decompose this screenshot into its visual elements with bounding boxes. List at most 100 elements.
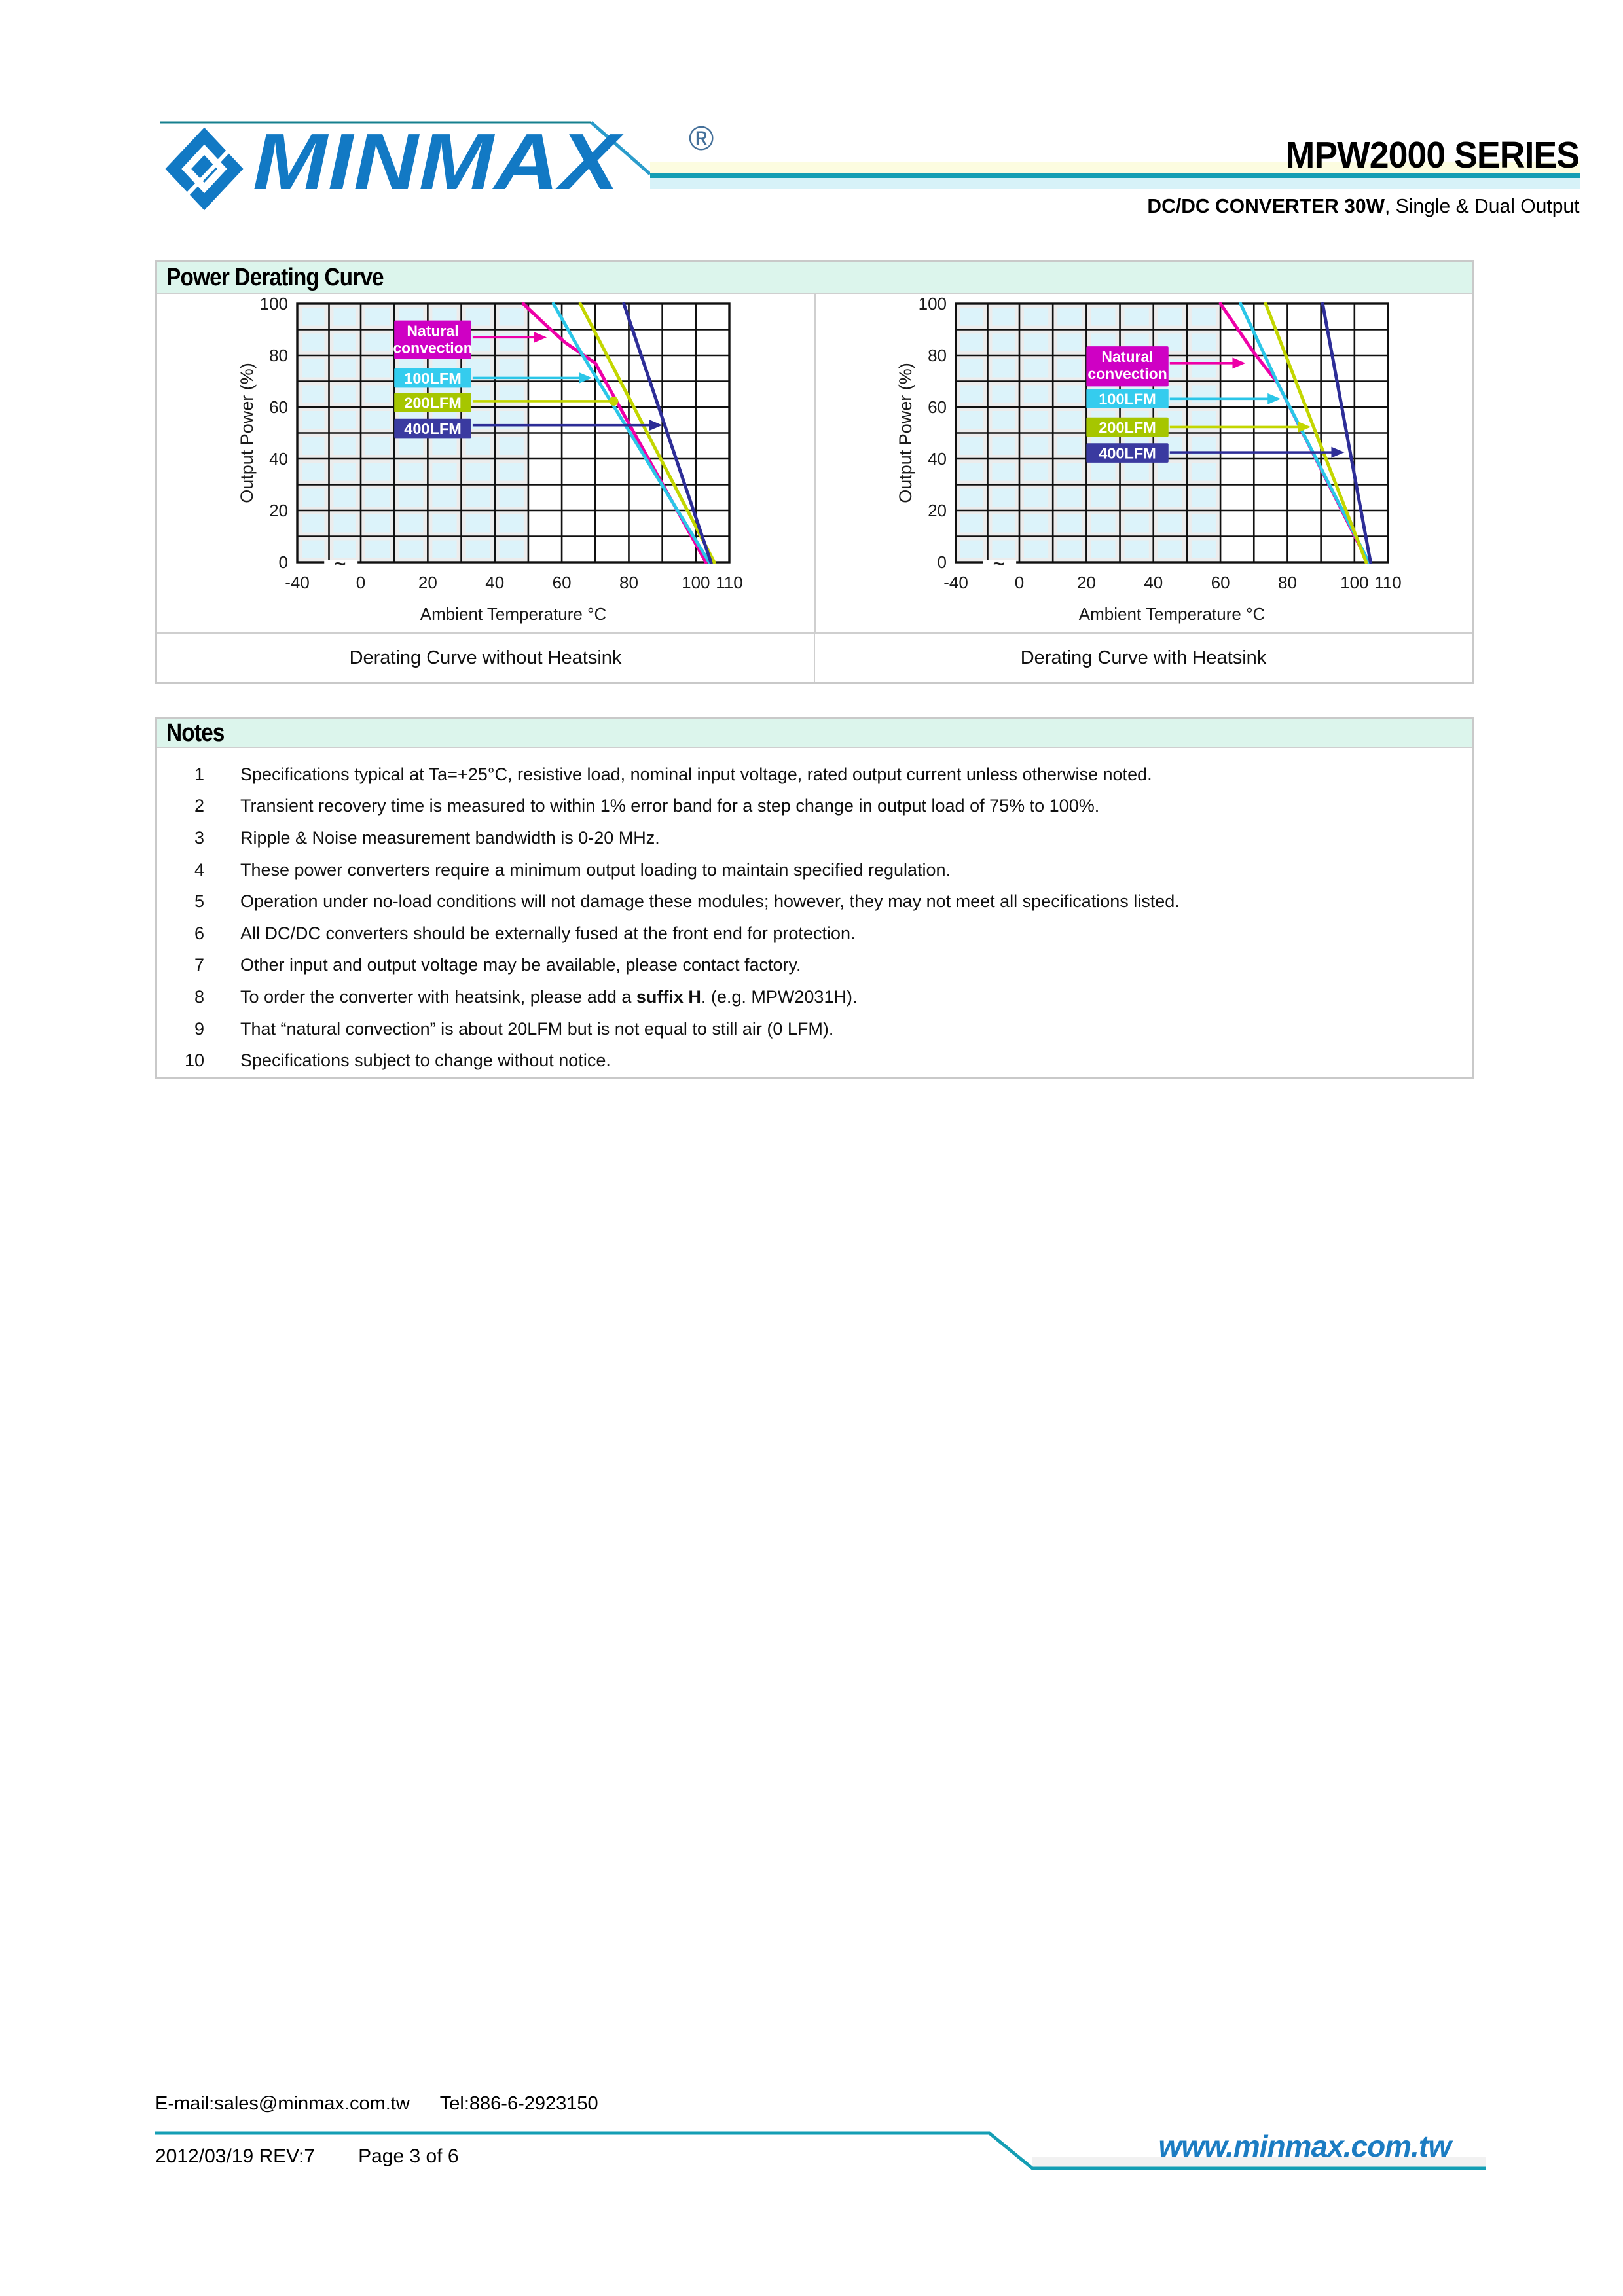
note-text: Operation under no-load conditions will …	[240, 891, 1180, 912]
registered-trademark-icon: ®	[689, 120, 714, 158]
svg-text:100LFM: 100LFM	[1099, 391, 1156, 408]
notes-section-title: Notes	[166, 719, 225, 747]
svg-text:80: 80	[619, 573, 638, 592]
svg-text:-40: -40	[943, 573, 968, 592]
note-number: 10	[184, 1050, 204, 1071]
series-line-200lfm	[578, 302, 716, 564]
series-line-200lfm	[1264, 302, 1368, 564]
note-text: Specifications subject to change without…	[240, 1050, 611, 1071]
svg-text:110: 110	[1374, 573, 1401, 592]
chart-captions-row: Derating Curve without Heatsink Derating…	[157, 632, 1472, 682]
svg-text:0: 0	[938, 552, 947, 572]
note-item: 6 All DC/DC converters should be external…	[157, 918, 1456, 950]
series-line-400lfm	[1321, 302, 1372, 564]
notes-section: Notes 1 Specifications typical at Ta=+25°…	[155, 717, 1474, 1079]
note-text: These power converters require a minimum…	[240, 859, 951, 880]
x-axis-label: Ambient Temperature °C	[420, 604, 607, 624]
legend-arrow-icon	[1331, 446, 1345, 458]
derating-section-title-bar: Power Derating Curve	[157, 262, 1472, 294]
legend-arrow-icon	[534, 331, 547, 343]
header-rule-decoration	[160, 121, 1580, 189]
svg-text:20: 20	[928, 501, 947, 520]
svg-text:0: 0	[356, 573, 365, 592]
footer-rule-decoration	[155, 2131, 1486, 2170]
svg-text:110: 110	[716, 573, 742, 592]
note-text: Other input and output voltage may be av…	[240, 955, 801, 975]
y-axis-label: Output Power (%)	[896, 363, 915, 503]
legend-arrow-icon	[649, 420, 663, 431]
note-item: 10 Specifications subject to change witho…	[157, 1045, 1456, 1077]
subtitle-bold: DC/DC CONVERTER 30W	[1146, 194, 1385, 217]
svg-text:40: 40	[269, 449, 288, 469]
svg-text:-40: -40	[285, 573, 310, 592]
note-item: 7 Other input and output voltage may be a…	[157, 950, 1456, 982]
legend-arrow-icon	[579, 372, 593, 384]
notes-section-title-bar: Notes	[157, 719, 1472, 748]
legend-natural-convection: Natural convection	[393, 320, 547, 359]
subtitle-rest: , Single & Dual Output	[1384, 194, 1579, 217]
note-text: To order the converter with heatsink, pl…	[240, 986, 858, 1007]
footer-email: E-mail:sales@minmax.com.tw	[155, 2093, 410, 2114]
footer-website: www.minmax.com.tw	[1158, 2129, 1451, 2163]
svg-text:400LFM: 400LFM	[404, 420, 462, 437]
x-axis-label: Ambient Temperature °C	[1079, 604, 1266, 624]
svg-text:20: 20	[418, 573, 437, 592]
svg-text:80: 80	[1278, 573, 1297, 592]
svg-text:60: 60	[553, 573, 572, 592]
svg-text:20: 20	[269, 501, 288, 520]
derating-section-title: Power Derating Curve	[166, 263, 384, 291]
chart-panel-with-heatsink: ~ -40 0 20 40 60 80 100 110 0 20 40 60 80 100 Ambient T…	[814, 294, 1473, 632]
svg-text:40: 40	[928, 449, 947, 469]
y-axis-label: Output Power (%)	[237, 363, 257, 503]
note-item: 1 Specifications typical at Ta=+25°C, res…	[157, 759, 1456, 791]
page-subtitle: DC/DC CONVERTER 30W, Single & Dual Outpu…	[1147, 194, 1579, 218]
svg-text:0: 0	[1015, 573, 1024, 592]
note-number: 4	[194, 859, 204, 880]
svg-text:400LFM: 400LFM	[1099, 445, 1156, 462]
note-text: Specifications typical at Ta=+25°C, resi…	[240, 764, 1152, 784]
svg-text:100LFM: 100LFM	[404, 370, 462, 387]
svg-text:100: 100	[260, 294, 288, 314]
note-number: 8	[194, 986, 204, 1007]
chart-caption-without-heatsink: Derating Curve without Heatsink	[349, 647, 622, 668]
note-item: 3 Ripple & Noise measurement bandwidth is…	[157, 822, 1456, 854]
legend-arrow-icon	[1232, 357, 1246, 369]
note-number: 3	[194, 827, 204, 848]
legend-100lfm: 100LFM	[1086, 389, 1281, 408]
chart-panel-without-heatsink: ~ -40 0 20 40 60 80 100 110 0 20 40 60 80 100 Ambient T…	[157, 294, 814, 632]
header-diagonal-rule	[590, 121, 651, 175]
legend-arrow-icon	[1298, 421, 1311, 433]
footer-tel: Tel:886-6-2923150	[439, 2093, 598, 2114]
svg-text:~: ~	[993, 553, 1005, 575]
svg-text:20: 20	[1077, 573, 1096, 592]
derating-section: Power Derating Curve ~ -40 0 20 40 60 80 100 110…	[155, 260, 1474, 684]
note-number: 2	[194, 796, 204, 816]
svg-text:80: 80	[269, 346, 288, 365]
series-line-natural-convection	[521, 302, 708, 564]
legend-100lfm: 100LFM	[394, 368, 593, 388]
svg-text:60: 60	[1211, 573, 1230, 592]
derating-charts-row: ~ -40 0 20 40 60 80 100 110 0 20 40 60 80 100 Ambient T…	[157, 294, 1472, 632]
header-yellow-band	[650, 162, 1580, 173]
page-title: MPW2000 SERIES	[1285, 134, 1580, 176]
note-text: Ripple & Noise measurement bandwidth is …	[240, 827, 660, 848]
note-number: 6	[194, 923, 204, 943]
footer-contact: E-mail:sales@minmax.com.tw Tel:886-6-2923…	[155, 2093, 598, 2115]
note-item: 5 Operation under no-load conditions will…	[157, 886, 1456, 918]
note-item: 9 That “natural convection” is about 20LF…	[157, 1013, 1456, 1045]
footer-accent-rule	[155, 2131, 1486, 2170]
notes-list: 1 Specifications typical at Ta=+25°C, res…	[157, 748, 1472, 1077]
plot-shaded-cells	[956, 304, 1221, 562]
minmax-diamond-icon	[165, 127, 244, 211]
legend-natural-convection: Natural convection	[1086, 346, 1246, 387]
x-axis-break	[324, 560, 358, 565]
svg-text:40: 40	[1144, 573, 1163, 592]
note-item: 2 Transient recovery time is measured to …	[157, 791, 1456, 823]
note-number: 9	[194, 1018, 204, 1039]
